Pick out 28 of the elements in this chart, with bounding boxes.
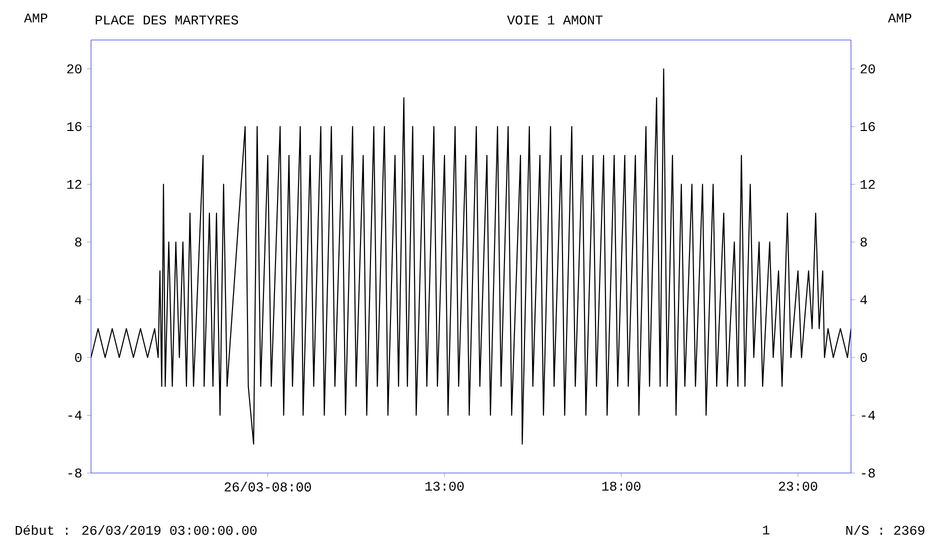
y2-tick-label: -4 [68,410,82,420]
y-tick-label: 0 [860,352,867,362]
y-tick-label: 4 [860,295,868,304]
y-tick-label: -4 [862,410,876,420]
y2-tick-label: 12 [67,180,82,189]
x-tick-label: 13:00 [425,482,464,491]
chart-title: PLACE DES MARTYRES [96,15,238,25]
y2-tick-label: 8 [75,238,82,247]
y-tick-label: 16 [860,122,875,132]
x-tick-label: 26/03-08:00 [224,482,311,492]
x-tick-label: 23:00 [778,482,818,491]
y2-tick-label: 20 [67,64,82,74]
y2-tick-label: 0 [75,352,82,362]
line-series [91,68,851,445]
y-tick-label: 12 [860,180,875,189]
text: Début : 26/03/2019 03:00:00.00 [16,525,257,535]
y-tick-label: 20 [860,64,875,74]
text: AMP [24,14,48,22]
y2-tick-label: 16 [67,122,82,132]
text: N/S : 2369 [846,525,924,535]
y2-tick-label: 4 [74,295,82,304]
chart-subtitle: VOIE 1 AMONT [507,15,602,25]
y-tick-label: -8 [862,468,875,478]
y-tick-label: 8 [860,238,867,247]
x-tick-label: 18:00 [602,482,640,491]
y2-tick-label: -8 [68,468,82,478]
text: 1 [762,526,770,534]
text: AMP [888,14,912,22]
